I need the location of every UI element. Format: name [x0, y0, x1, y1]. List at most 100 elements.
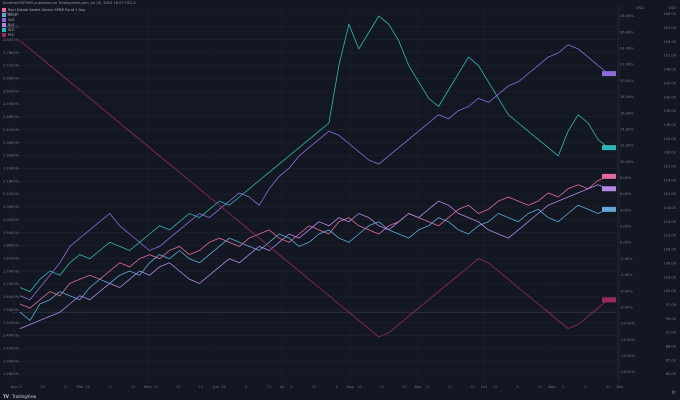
y-mid-tick: 28.00% [620, 14, 634, 18]
y-left-tick: 1.8200% [3, 256, 20, 260]
series-last-tag [602, 206, 616, 212]
y-left-tick: 1.7600% [3, 269, 20, 273]
y-right-tick: 139.00 [663, 109, 676, 113]
y-right-tick: 91.00 [666, 331, 677, 335]
x-minor-tick: 28 [176, 385, 181, 389]
x-minor-tick: 22 [538, 385, 543, 389]
y-left-tick: 2.4200% [3, 128, 20, 132]
legend-swatch [2, 28, 6, 33]
y-mid-tick: 22.00% [620, 63, 634, 67]
x-tick: Aug [346, 385, 353, 389]
x-minor-tick: 18 [357, 385, 362, 389]
y-right-tick: 106.00 [663, 261, 676, 265]
legend-item[interactable]: XLRE [2, 13, 86, 18]
y-left-tick: 2.8400% [3, 38, 20, 42]
legend-item[interactable]: Real Estate Select Sector SPDR Fund 1 Da… [2, 8, 86, 13]
y-right-tick: 94.00 [666, 317, 677, 321]
y-left-tick: 2.6600% [3, 76, 20, 80]
y-right-tick: 142.00 [663, 95, 676, 99]
x-minor-tick: 15 [18, 385, 23, 389]
legend-item[interactable]: PLE [2, 33, 86, 38]
x-minor-tick: 29 [40, 385, 45, 389]
series-line [19, 204, 609, 321]
y-left-tick: 2.4800% [3, 115, 20, 119]
series-line [19, 44, 609, 301]
y-right-tick: 148.00 [663, 68, 676, 72]
tradingview-label: TradingView [12, 394, 37, 399]
y-mid-tick: -8.00% [620, 305, 633, 309]
y-left-tick: 2.1800% [3, 179, 20, 183]
series-legend: Real Estate Select Sector SPDR Fund 1 Da… [2, 8, 86, 37]
legend-label: VLE [8, 17, 15, 22]
y-right-tick: 133.00 [663, 137, 676, 141]
y-right-tick: 136.00 [663, 123, 676, 127]
legend-swatch [2, 13, 6, 18]
y-right-tick: 118.00 [663, 206, 676, 210]
tradingview-brand: TV TradingView [3, 394, 36, 399]
y-left-tick: 1.8800% [3, 244, 20, 248]
currency-label: USD [636, 6, 644, 10]
x-tick: Oct [481, 385, 488, 389]
gear-icon[interactable]: ⚙ [671, 390, 676, 396]
y-left-tick: 1.3400% [3, 359, 20, 363]
y-left-tick: 1.5200% [3, 321, 20, 325]
x-tick: Dec [617, 385, 624, 389]
y-right-tick: 127.00 [663, 165, 676, 169]
x-minor-tick: 15 [380, 385, 385, 389]
y-mid-tick: 0.00% [620, 241, 632, 245]
y-mid-tick: 4.00% [620, 208, 632, 212]
legend-label: Real Estate Select Sector SPDR Fund 1 Da… [8, 8, 86, 12]
y-left-tick: 2.7800% [3, 51, 20, 55]
y-mid-tick: 14.00% [620, 127, 634, 131]
x-minor-tick: 26 [221, 385, 226, 389]
y-left-tick: 2.6000% [3, 89, 20, 93]
legend-item[interactable]: RLE [2, 23, 86, 28]
y-mid-tick: 20.00% [620, 79, 634, 83]
y-mid-tick: -14.00% [620, 354, 636, 358]
legend-swatch [2, 18, 6, 23]
x-minor-tick: 20 [312, 385, 317, 389]
y-left-tick: 2.0000% [3, 218, 20, 222]
x-minor-tick: 14 [153, 385, 158, 389]
x-tick: Jul [279, 385, 284, 389]
y-mid-tick: -16.00% [620, 370, 636, 374]
y-left-tick: 2.9600% [3, 12, 20, 16]
legend-label: PLE [8, 32, 15, 37]
y-left-tick: 2.3600% [3, 141, 20, 145]
y-left-tick: 2.1200% [3, 192, 20, 196]
y-right-tick: 124.00 [663, 178, 676, 182]
x-tick: Mar [77, 385, 84, 389]
y-mid-tick: 12.00% [620, 144, 634, 148]
series-line [19, 184, 609, 329]
legend-item[interactable]: SLR [2, 28, 86, 33]
x-minor-tick: 8 [516, 385, 519, 389]
y-right-tick: 154.00 [663, 40, 676, 44]
y-left-tick: 1.6400% [3, 295, 20, 299]
tradingview-logo-icon: TV [3, 394, 9, 399]
legend-item[interactable]: VLE [2, 18, 86, 23]
y-mid-tick: -4.00% [620, 273, 633, 277]
x-minor-tick: 26 [86, 385, 91, 389]
y-right-tick: 160.00 [663, 12, 676, 16]
x-minor-tick: 12 [63, 385, 68, 389]
y-left-tick: 2.7200% [3, 64, 20, 68]
series-last-tag [602, 145, 616, 151]
y-left-tick: 2.2400% [3, 166, 20, 170]
y-mid-tick: 8.00% [620, 176, 632, 180]
y-left-tick: 1.2800% [3, 372, 20, 376]
y-mid-tick: 24.00% [620, 47, 634, 51]
legend-swatch [2, 23, 6, 28]
y-right-tick: 82.00 [666, 372, 677, 376]
series-last-tag [602, 297, 616, 303]
y-mid-tick: 26.00% [620, 30, 634, 34]
x-minor-tick: 31 [606, 385, 611, 389]
y-left-tick: 2.9000% [3, 25, 20, 29]
y-left-tick: 1.9400% [3, 231, 20, 235]
y-right-tick: 103.00 [663, 275, 676, 279]
x-minor-tick: 31 [131, 385, 136, 389]
y-mid-tick: 16.00% [620, 111, 634, 115]
x-minor-tick: 6 [290, 385, 293, 389]
x-minor-tick: 17 [583, 385, 588, 389]
x-tick: Nov [548, 385, 556, 389]
